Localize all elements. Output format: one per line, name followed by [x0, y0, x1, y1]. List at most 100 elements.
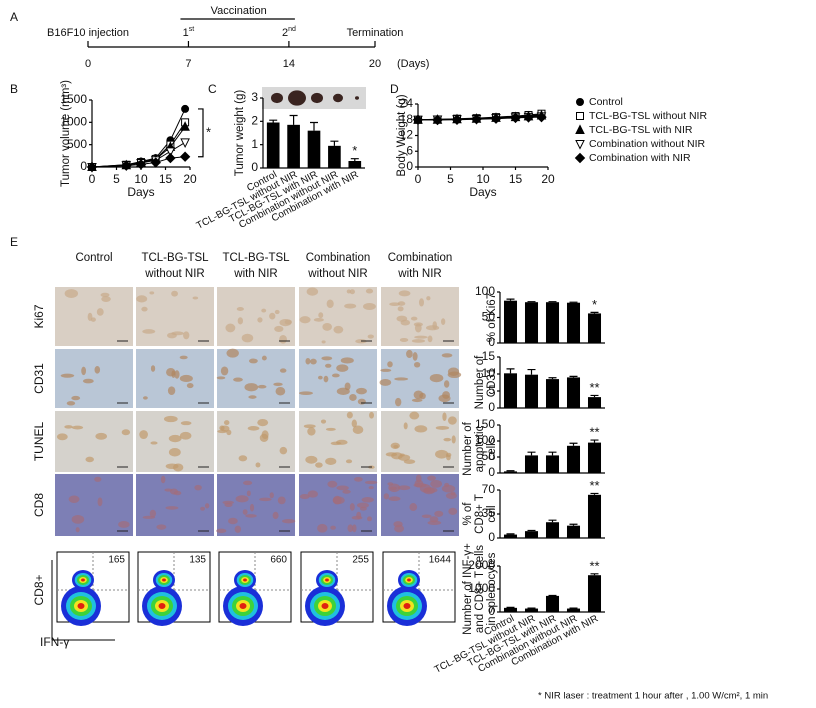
row-label: TUNEL — [32, 422, 46, 462]
stain — [75, 527, 80, 533]
significance-bracket — [198, 108, 204, 158]
row-label: CD31 — [32, 363, 46, 394]
panel-label: B — [10, 82, 18, 96]
flow-density — [162, 578, 166, 582]
stain — [369, 411, 375, 419]
error-bar — [506, 470, 515, 472]
dose-suffix: nd — [288, 26, 296, 33]
stain — [246, 490, 251, 497]
tumor — [271, 92, 283, 104]
stain — [142, 329, 156, 334]
flow-density — [158, 603, 166, 609]
stain — [383, 493, 390, 500]
stain — [447, 371, 462, 379]
stain — [299, 494, 310, 500]
micrograph — [136, 474, 214, 536]
panel-label: E — [10, 235, 18, 249]
stain — [393, 445, 399, 449]
stain — [118, 521, 130, 528]
stain — [430, 480, 443, 488]
flow-count: 1644 — [429, 555, 452, 566]
stain — [279, 446, 288, 455]
stain — [223, 420, 230, 426]
stain — [274, 309, 280, 315]
data-point — [135, 159, 147, 170]
stain — [351, 515, 363, 520]
y-tick-label: 10 — [482, 366, 496, 380]
y-tick-label: 2000 — [468, 558, 495, 572]
stain — [165, 506, 179, 510]
legend-marker — [575, 124, 585, 134]
flow-arrows — [51, 560, 115, 641]
stain — [244, 383, 259, 392]
stain — [183, 331, 190, 340]
start-event: B16F10 injection — [47, 27, 129, 39]
stain — [427, 475, 436, 481]
stain — [445, 492, 457, 499]
data-point — [121, 160, 132, 171]
stain — [136, 295, 148, 303]
bar — [566, 377, 581, 408]
significance-mark: ** — [589, 380, 599, 395]
panel-label: A — [10, 10, 18, 24]
bar — [545, 522, 560, 538]
x-tick-label: 5 — [113, 172, 120, 186]
column-header: TCL-BG-TSL — [222, 252, 290, 264]
stain — [233, 377, 243, 382]
dose-label: 2nd — [282, 26, 296, 39]
timeline-tick-label: 7 — [185, 58, 191, 70]
stain — [394, 524, 405, 533]
error-bar — [569, 442, 578, 446]
error-bar — [330, 140, 339, 146]
bar — [503, 607, 518, 612]
y-tick-label: 6 — [406, 143, 413, 157]
stain — [406, 349, 413, 359]
stain — [87, 312, 93, 321]
y-tick-label: 50 — [482, 449, 496, 463]
stain — [426, 296, 431, 301]
stain — [225, 323, 236, 333]
stain — [354, 476, 363, 482]
column-header: Combination — [306, 252, 371, 264]
stain — [96, 308, 104, 316]
stain — [379, 379, 392, 386]
stain — [279, 368, 287, 373]
stain — [272, 511, 279, 520]
stain — [64, 425, 73, 429]
error-bar — [310, 121, 318, 131]
stain — [242, 509, 248, 515]
stain — [397, 485, 411, 491]
error-bar — [527, 368, 536, 375]
stain — [192, 296, 199, 300]
stain — [427, 520, 442, 526]
error-bar — [548, 377, 557, 380]
stain — [411, 339, 426, 343]
timeline-tick-label: 20 — [369, 58, 381, 70]
error-bar — [269, 119, 278, 123]
stain — [71, 395, 81, 401]
stain — [419, 392, 426, 400]
stain — [361, 497, 374, 503]
bar — [566, 608, 581, 612]
flow-density — [243, 578, 247, 582]
y-axis-label: CD31 — [486, 368, 498, 397]
stain — [427, 335, 433, 343]
stain — [443, 380, 450, 388]
panel-label: D — [390, 82, 399, 96]
flow-count: 165 — [108, 555, 125, 566]
stain — [82, 378, 94, 384]
stain — [121, 429, 131, 436]
stain — [413, 361, 421, 368]
bar — [524, 302, 539, 343]
micrograph — [55, 411, 133, 472]
column-header: with NIR — [233, 268, 277, 280]
stain — [342, 489, 351, 494]
error-bar — [548, 451, 557, 456]
bar — [545, 455, 560, 473]
stain — [346, 411, 353, 419]
stain — [444, 482, 450, 488]
stain — [241, 333, 254, 343]
x-tick-label: 0 — [415, 172, 422, 186]
stain — [56, 433, 68, 441]
